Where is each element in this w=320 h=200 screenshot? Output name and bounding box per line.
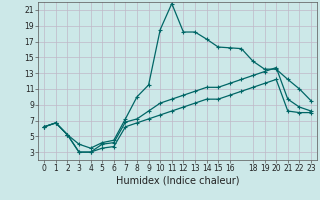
X-axis label: Humidex (Indice chaleur): Humidex (Indice chaleur): [116, 176, 239, 186]
